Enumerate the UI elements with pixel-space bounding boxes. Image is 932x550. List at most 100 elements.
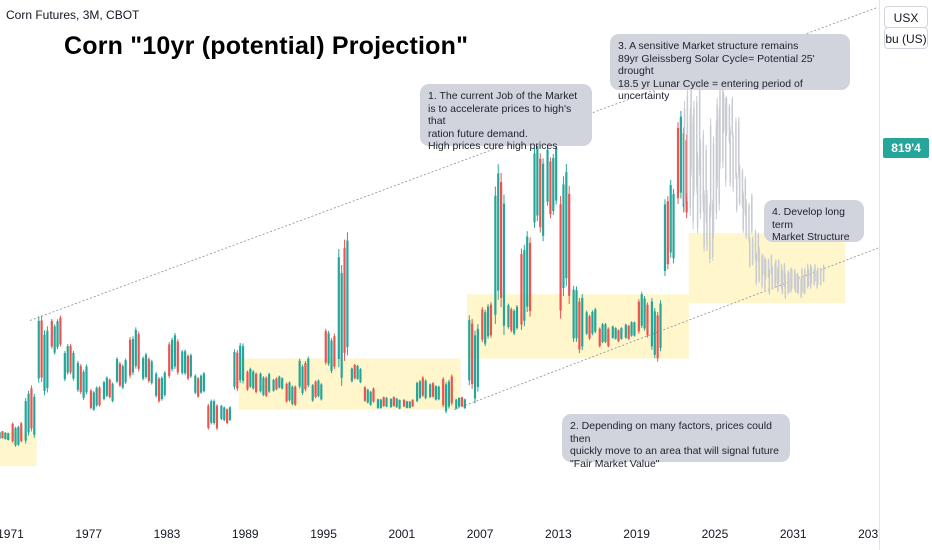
candle-body	[685, 140, 688, 213]
candle-body	[202, 373, 206, 392]
candle-body	[392, 396, 395, 407]
projection-candle	[754, 231, 757, 259]
candle-body	[601, 324, 604, 342]
candle-body	[578, 301, 581, 350]
projection-candle	[751, 238, 754, 264]
candle-body	[604, 324, 607, 342]
candle-body	[379, 399, 382, 409]
candle-body	[304, 363, 307, 390]
candle-body	[502, 203, 506, 326]
candle-body	[259, 373, 262, 392]
x-tick-label: 2037	[858, 527, 885, 541]
projection-candle	[777, 268, 779, 291]
projection-candle	[711, 203, 714, 257]
candle-body	[536, 145, 539, 216]
candle-body	[588, 316, 591, 339]
candle-body	[320, 384, 323, 400]
projection-candle	[722, 94, 725, 131]
unit-button[interactable]: bu (US)	[884, 27, 928, 49]
candle-body	[676, 127, 680, 199]
candle-body	[614, 328, 617, 339]
projection-candle	[771, 267, 773, 289]
projection-candle	[767, 259, 770, 277]
candle-body	[499, 182, 503, 298]
x-tick-label: 2019	[623, 527, 650, 541]
candle-body	[197, 378, 200, 397]
candle-body	[340, 273, 343, 378]
projection-candle	[813, 269, 815, 285]
candle-body	[523, 250, 526, 321]
candle-body	[494, 195, 497, 315]
candle-body	[144, 354, 148, 377]
candle-body	[594, 309, 597, 332]
candle-body	[572, 289, 575, 339]
projection-candle	[738, 167, 741, 203]
candle-body	[111, 383, 114, 402]
candle-body	[489, 304, 493, 336]
x-tick-label: 1977	[75, 527, 102, 541]
candle-body	[59, 317, 62, 345]
projection-candle	[692, 122, 694, 222]
projection-candle	[796, 273, 799, 292]
candle-body	[653, 311, 656, 355]
projection-candle	[801, 269, 803, 291]
candle-body	[526, 236, 529, 307]
candle-body	[415, 383, 419, 401]
projection-candle	[744, 179, 747, 214]
projection-candle	[758, 249, 760, 281]
projection-candle	[735, 175, 738, 210]
x-tick-label: 1971	[0, 527, 24, 541]
candle-body	[118, 363, 121, 386]
x-tick-label: 2007	[467, 527, 494, 541]
candle-body	[249, 369, 252, 387]
candle-body	[66, 346, 69, 373]
projection-candle	[791, 270, 793, 288]
candle-body	[389, 398, 393, 408]
candle-body	[128, 339, 132, 376]
candle-body	[650, 301, 654, 347]
candle-body	[207, 405, 210, 428]
candle-body	[252, 371, 255, 389]
candle-body	[455, 399, 458, 409]
candle-body	[510, 309, 513, 331]
projection-candle	[797, 276, 800, 294]
candle-body	[672, 193, 675, 259]
candle-body	[437, 386, 440, 400]
projection-candle	[715, 126, 718, 213]
projection-candle	[693, 107, 695, 190]
candle-body	[20, 423, 23, 442]
projection-candle	[774, 264, 776, 287]
candle-body	[385, 397, 388, 407]
candle-body	[343, 247, 346, 353]
projection-candle	[738, 121, 740, 175]
projection-candle	[709, 125, 712, 211]
candle-body	[124, 360, 127, 383]
candle-body	[663, 204, 667, 271]
candle-body	[27, 393, 30, 433]
projection-candle	[775, 261, 777, 283]
currency-button[interactable]: USX	[884, 6, 928, 28]
annotation-3: 3. A sensitive Market structure remains …	[610, 34, 850, 102]
projection-candle	[794, 274, 797, 292]
projection-candle	[822, 265, 825, 281]
candle-body	[359, 369, 362, 383]
candle-body	[528, 242, 532, 312]
projection-candle	[757, 234, 760, 261]
candle-body	[210, 401, 213, 423]
candle-body	[533, 153, 536, 223]
x-tick-label: 2001	[388, 527, 415, 541]
candle-body	[11, 423, 14, 442]
candle-body	[262, 377, 265, 395]
candle-body	[463, 399, 466, 409]
candle-body	[199, 375, 203, 393]
candle-body	[327, 333, 330, 364]
support-zone	[238, 358, 461, 410]
projection-candle	[777, 260, 780, 283]
candle-body	[194, 375, 197, 393]
candle-body	[317, 380, 320, 397]
candle-body	[565, 172, 568, 279]
projection-candle	[748, 205, 750, 240]
price-axis[interactable]	[879, 0, 932, 550]
candle-body	[241, 346, 245, 381]
candle-body	[50, 320, 53, 347]
